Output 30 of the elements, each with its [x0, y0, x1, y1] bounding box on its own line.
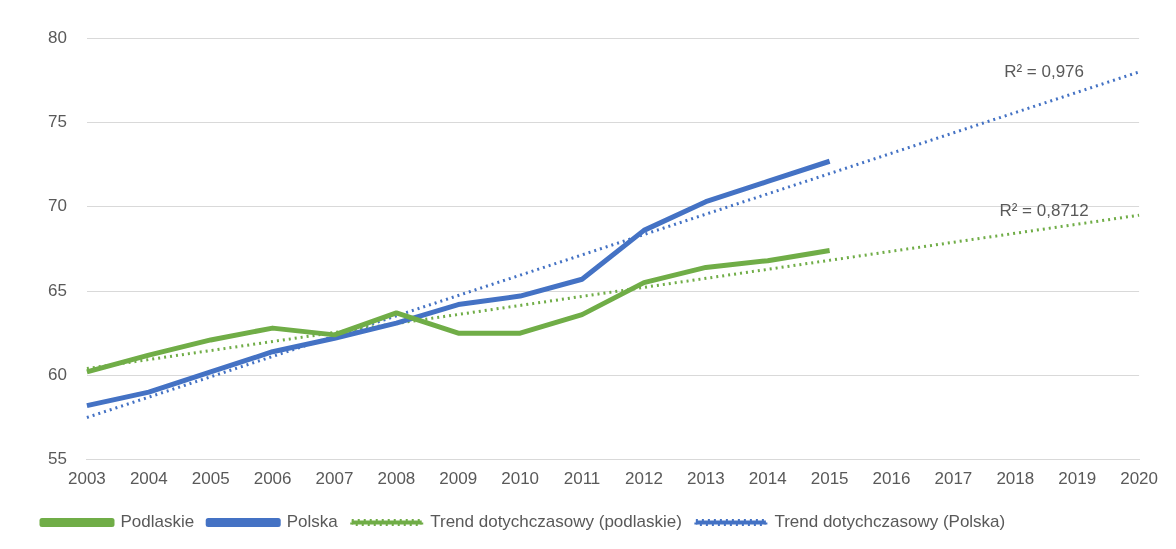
annotation: R² = 0,976 [1004, 61, 1085, 81]
x-tick-label: 2006 [253, 469, 292, 489]
y-tick-label: 60 [47, 365, 67, 385]
x-tick-label: 2016 [872, 469, 911, 489]
x-tick-label: 2014 [748, 469, 787, 489]
legend-label: Podlaskie [120, 512, 195, 532]
y-tick-label: 80 [47, 27, 67, 47]
y-tick-label: 70 [47, 196, 67, 216]
x-tick-label: 2011 [563, 469, 601, 489]
y-tick-label: 75 [47, 112, 67, 132]
x-tick-label: 2015 [810, 469, 849, 489]
y-tick-label: 65 [47, 280, 67, 300]
annotation: R² = 0,8712 [999, 200, 1089, 220]
x-tick-label: 2010 [501, 469, 540, 489]
legend-label: Trend dotychczasowy (Polska) [774, 512, 1006, 532]
x-tick-label: 2013 [686, 469, 725, 489]
x-tick-label: 2003 [68, 469, 106, 489]
x-tick-label: 2018 [996, 469, 1035, 489]
x-tick-label: 2017 [934, 469, 973, 489]
x-tick-label: 2008 [377, 469, 416, 489]
legend-label: Polska [286, 512, 339, 532]
x-tick-label: 2009 [439, 469, 478, 489]
y-tick-label: 55 [47, 449, 67, 469]
x-tick-label: 2012 [625, 469, 663, 489]
x-tick-label: 2005 [191, 469, 230, 489]
x-tick-label: 2007 [315, 469, 354, 489]
x-tick-label: 2019 [1058, 469, 1097, 489]
x-tick-label: 2004 [129, 469, 168, 489]
x-tick-label: 2020 [1120, 469, 1158, 489]
legend-label: Trend dotychczasowy (podlaskie) [430, 512, 682, 532]
